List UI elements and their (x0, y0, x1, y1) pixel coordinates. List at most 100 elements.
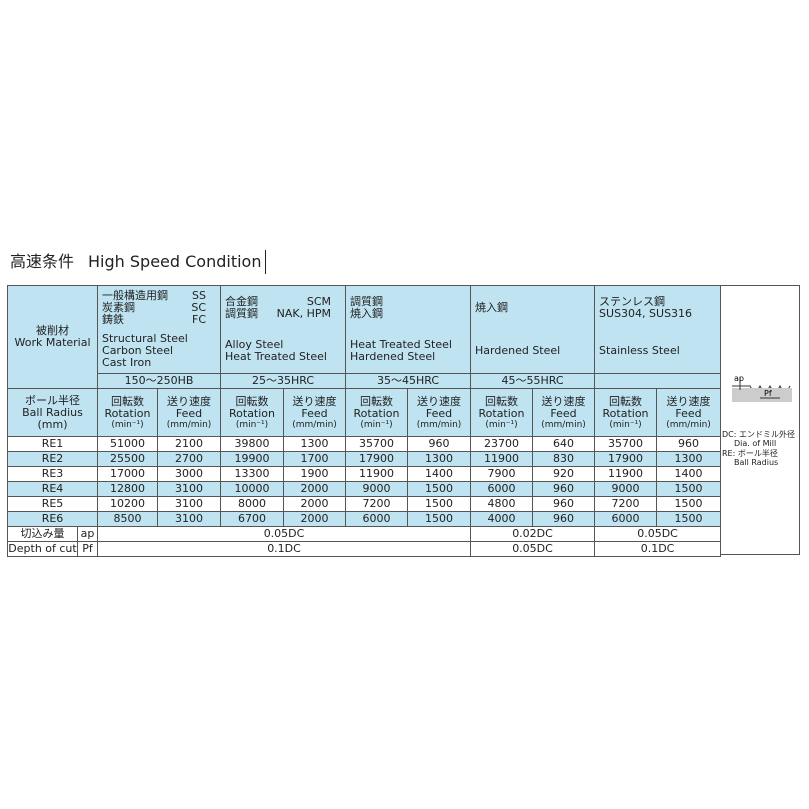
en-line: Cast Iron (102, 355, 152, 369)
head-ja: 回転数 (235, 394, 269, 408)
head-unit: (mm/min) (416, 419, 462, 430)
hardness (594, 373, 722, 389)
value: 11900 (594, 466, 658, 482)
value: 6000 (594, 511, 658, 527)
value: 13300 (220, 466, 285, 482)
value: 1900 (283, 466, 347, 482)
feed-label: 送り速度 Feed (mm/min) (407, 388, 472, 437)
head-ja: 送り速度 (666, 394, 711, 408)
radius: RE5 (6, 496, 99, 512)
value: 17900 (594, 451, 658, 467)
ja-line: ステンレス鋼 (599, 294, 720, 308)
depth-value: 0.05DC (594, 526, 722, 542)
material-en: Alloy Steel Heat Treated Steel (225, 329, 345, 372)
depth-symbol: Pf (76, 541, 99, 557)
data-row: RE4 12800 3100 10000 2000 9000 1500 6000 960 9000… (6, 481, 722, 497)
pf-label: Pf (764, 389, 772, 398)
depth-value: 0.02DC (470, 526, 596, 542)
value: 1500 (656, 511, 722, 527)
value: 7900 (470, 466, 534, 482)
value: 1400 (656, 466, 722, 482)
ja-text: 鋳鉄 (102, 312, 125, 326)
rotation-label: 回転数 Rotation (min⁻¹) (220, 388, 285, 437)
head-en: Rotation (602, 406, 649, 420)
depth-label: 切込み量 (7, 526, 78, 542)
value: 6700 (220, 511, 285, 527)
value: 35700 (594, 436, 658, 452)
head-ja: 送り速度 (292, 394, 337, 408)
note: RE: ボール半径 (722, 449, 778, 458)
ja-line: 調質鋼 (350, 295, 470, 308)
value: 3100 (157, 481, 222, 497)
value: 25500 (97, 451, 159, 467)
depth-row: 切込み量 ap 0.05DC 0.02DC 0.05DC (7, 526, 722, 542)
head-ja: 回転数 (111, 394, 145, 408)
material-ja: 一般構造用鋼 SS 炭素鋼 SC 鋳鉄 FC (102, 287, 220, 330)
value: 960 (532, 511, 596, 527)
value: 1500 (407, 496, 472, 512)
head-en: Rotation (478, 406, 525, 420)
head-ja: 回転数 (485, 394, 519, 408)
head-ja: 回転数 (609, 394, 643, 408)
value: 12800 (97, 481, 159, 497)
radius: RE4 (6, 481, 99, 497)
label-line: (mm) (37, 417, 68, 431)
subheader-row: ボール半径 Ball Radius (mm) 回転数 Rotation (min⁻¹) 送り… (6, 388, 722, 437)
en-line: Hardened Steel (475, 343, 561, 357)
hardness: 150～250HB (97, 373, 222, 389)
ja-line: 焼入鋼 (475, 301, 594, 314)
en-line: Hardened Steel (350, 349, 436, 363)
work-material-label: 被削材 Work Material (6, 285, 99, 389)
value: 10000 (220, 481, 285, 497)
depth-label: Depth of cut (7, 541, 78, 557)
ja-text: ステンレス鋼 (599, 294, 666, 308)
head-ja: 送り速度 (541, 394, 586, 408)
rotation-label: 回転数 Rotation (min⁻¹) (97, 388, 159, 437)
ja-text: NAK, HPM (276, 306, 332, 320)
value: 1500 (656, 481, 722, 497)
value: 3000 (157, 466, 222, 482)
value: 960 (532, 481, 596, 497)
head-unit: (mm/min) (166, 419, 212, 430)
head-en: Rotation (353, 406, 400, 420)
value: 6000 (345, 511, 409, 527)
head-en: Rotation (229, 406, 276, 420)
data-row: RE3 17000 3000 13300 1900 11900 1400 7900 920 119… (6, 466, 722, 482)
ja-text: 合金鋼 (225, 294, 259, 308)
title-ja: 高速条件 (10, 252, 75, 271)
ja-text: SCM (306, 294, 332, 308)
head-en: Rotation (104, 406, 151, 420)
material-en: Structural Steel Carbon Steel Cast Iron (102, 329, 220, 372)
feed-label: 送り速度 Feed (mm/min) (157, 388, 222, 437)
value: 6000 (470, 481, 534, 497)
en-line: Alloy Steel (225, 337, 284, 351)
value: 1300 (407, 451, 472, 467)
value: 51000 (97, 436, 159, 452)
value: 9000 (594, 481, 658, 497)
diagram: ap Pf (732, 374, 792, 402)
hardness: 35～45HRC (345, 373, 472, 389)
label-line: Ball Radius (22, 405, 83, 419)
value: 10200 (97, 496, 159, 512)
value: 11900 (345, 466, 409, 482)
head-en: Feed (675, 406, 702, 420)
value: 1300 (283, 436, 347, 452)
head-unit: (mm/min) (292, 419, 337, 430)
value: 7200 (594, 496, 658, 512)
head-en: Feed (175, 406, 203, 420)
value: 2000 (283, 481, 347, 497)
head-en: Feed (550, 406, 577, 420)
value: 17900 (345, 451, 409, 467)
depth-value: 0.1DC (594, 541, 722, 557)
value: 7200 (345, 496, 409, 512)
depth-row: Depth of cut Pf 0.1DC 0.05DC 0.1DC (7, 541, 722, 557)
value: 2000 (283, 496, 347, 512)
material-ja: 合金鋼 SCM 調質鋼 NAK, HPM (225, 287, 345, 330)
ja-line: SUS304, SUS316 (599, 307, 720, 320)
en-line: Heat Treated Steel (350, 337, 452, 351)
value: 3100 (157, 496, 222, 512)
value: 17000 (97, 466, 159, 482)
label-en: Work Material (14, 336, 91, 349)
material-en: Heat Treated Steel Hardened Steel (350, 329, 470, 372)
